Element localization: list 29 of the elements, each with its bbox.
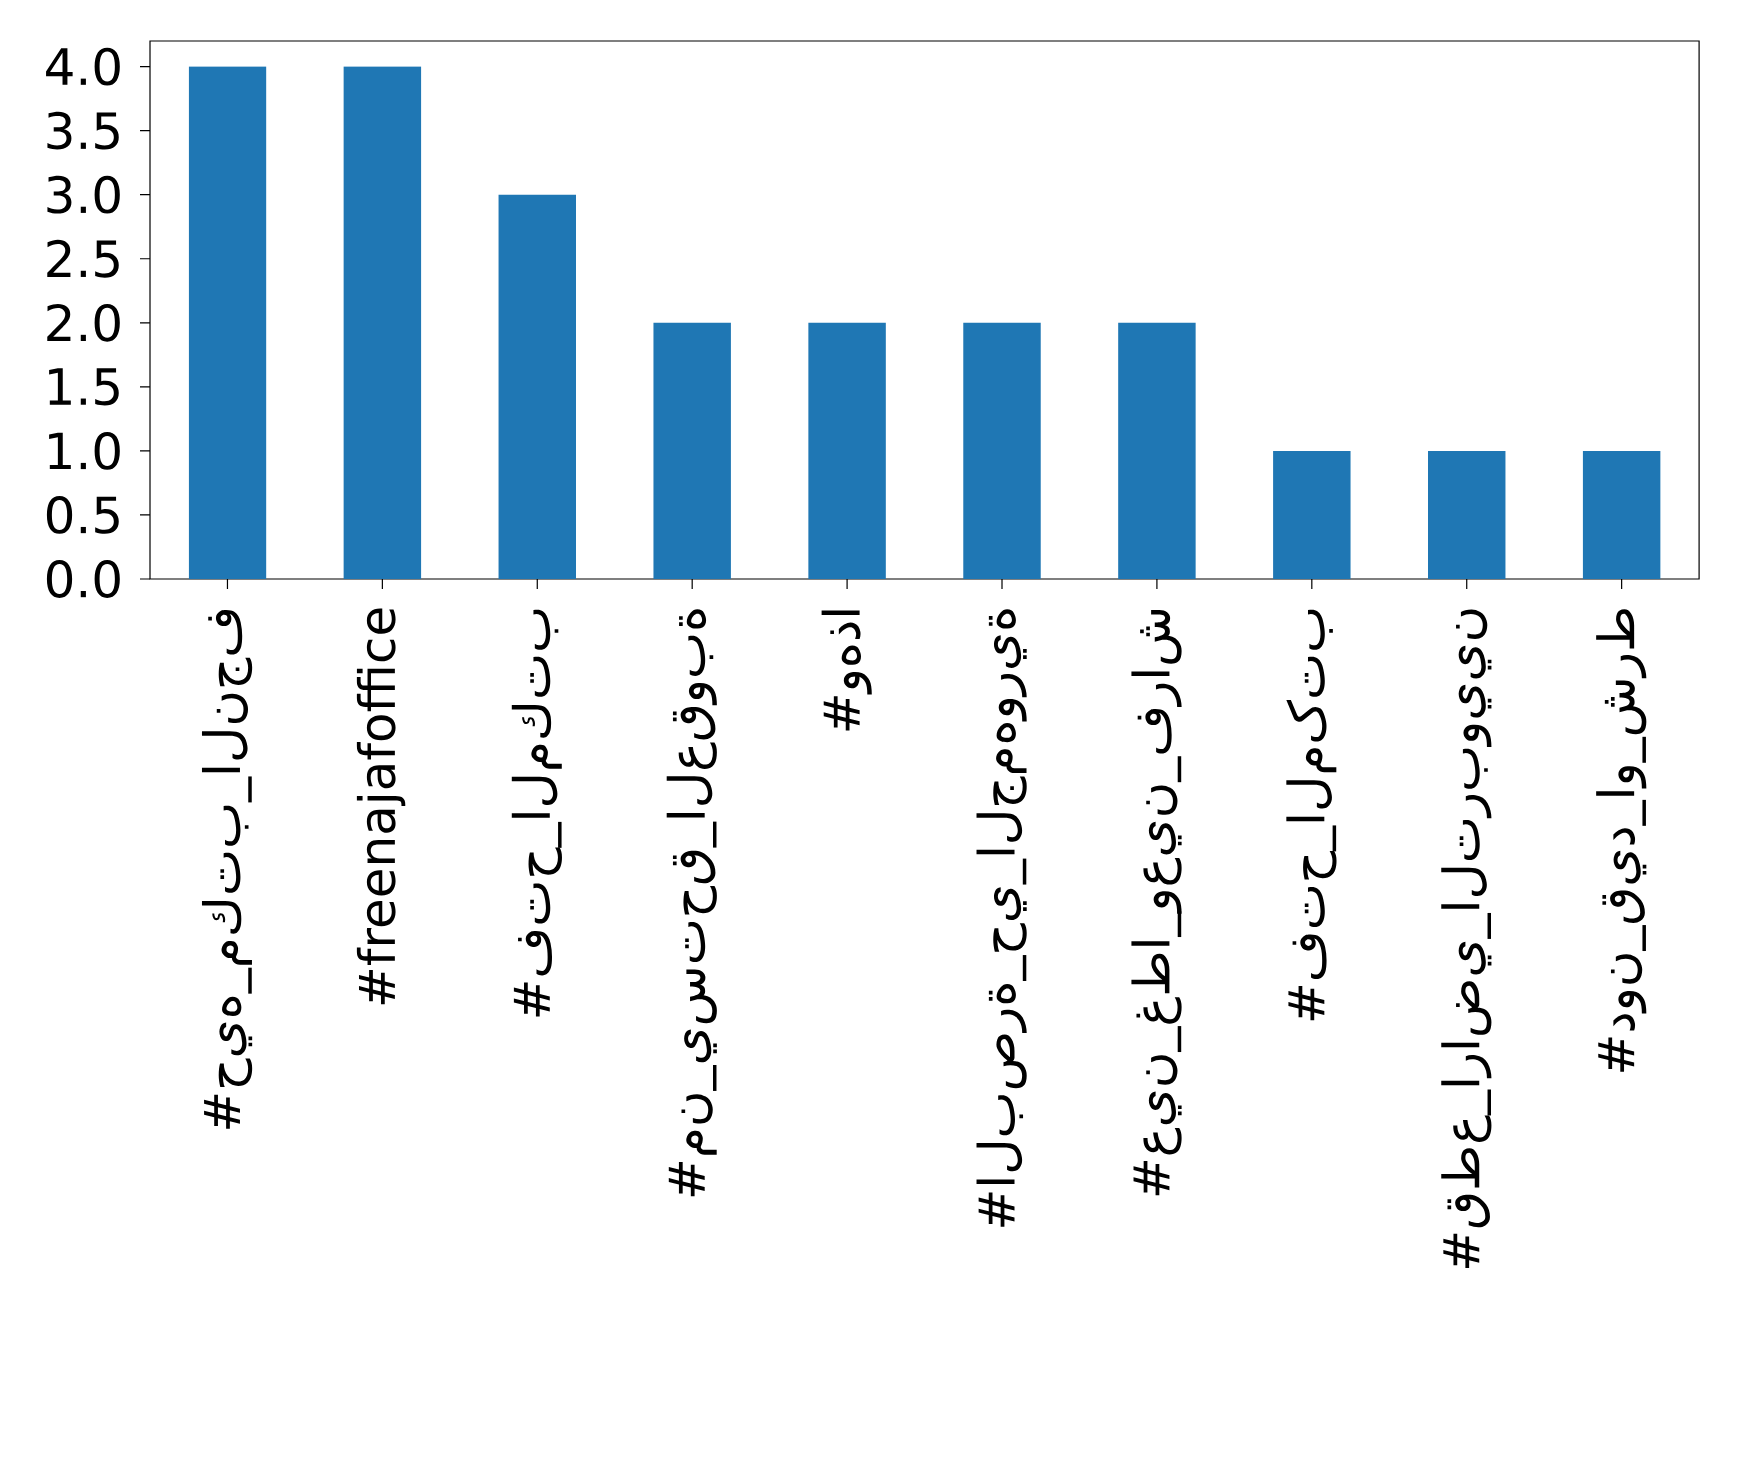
x-tick-label: #قطع_اراضي_التربويين [1441, 609, 1492, 1268]
bar [653, 322, 731, 579]
y-tick-label: 1.0 [49, 431, 120, 470]
y-tick-label: 1.5 [49, 368, 119, 406]
y-tick-label: 2.0 [47, 303, 120, 342]
bar [498, 194, 576, 579]
bar [1428, 450, 1506, 579]
bar [188, 66, 267, 579]
y-tick-label: 3.5 [47, 111, 119, 150]
x-tick-label: #البصرة_حي_الجمهورية [976, 609, 1027, 1227]
x-tick-label: #عين_غطا_وعين_فراش [1131, 609, 1182, 1196]
bar [1273, 450, 1351, 579]
y-tick-label: 4.0 [46, 47, 120, 86]
bar [343, 66, 422, 579]
bar [1582, 450, 1661, 579]
x-tick-label: #دون_قيد_او_شرط [1596, 609, 1647, 1072]
bar [808, 322, 886, 579]
y-tick-label: 0.0 [46, 560, 120, 598]
x-tick-label: #حيه_مكتب_النجف [201, 610, 253, 1129]
bar [1118, 322, 1196, 579]
x-tick-label: #فتح_المکتب [1286, 609, 1337, 1021]
bar [963, 322, 1041, 579]
x-tick-label: #من_يستحق_العقوبة [666, 609, 717, 1197]
x-tick-label: #فتح_المكتب [511, 609, 562, 1017]
y-tick-label: 0.5 [46, 496, 119, 534]
y-tick-label: 3.0 [47, 175, 120, 214]
y-tick-label: 2.5 [47, 239, 119, 278]
x-tick-label: #freenajafoffice [356, 608, 406, 1005]
x-tick-label: #وهذا [821, 610, 872, 731]
